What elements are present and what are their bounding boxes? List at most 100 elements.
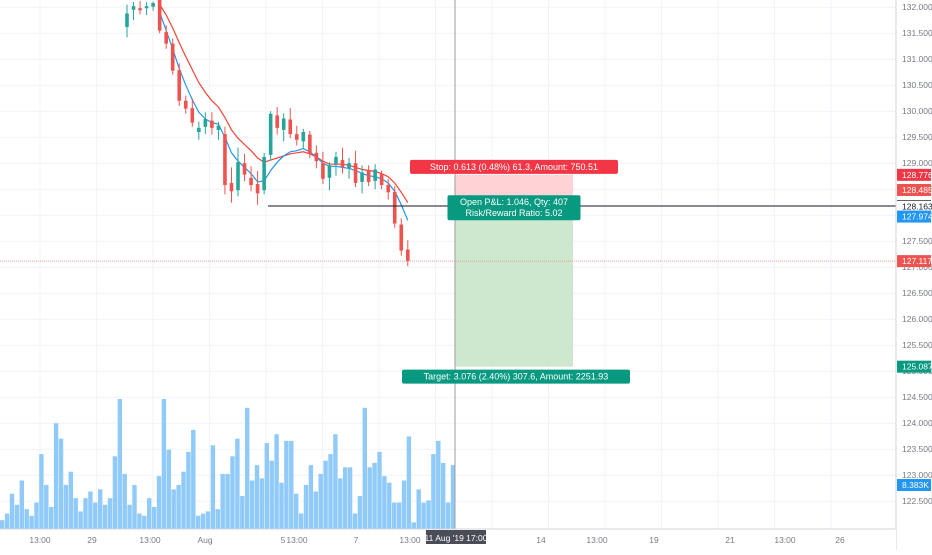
candle[interactable] <box>405 240 410 267</box>
candle[interactable] <box>249 166 253 192</box>
candle[interactable] <box>366 165 371 187</box>
time-tick-label: 29 <box>87 535 97 545</box>
candles[interactable] <box>125 0 410 267</box>
volume-bar <box>220 473 225 529</box>
candle[interactable] <box>301 128 306 149</box>
candle[interactable] <box>151 1 155 11</box>
candle[interactable] <box>223 126 227 195</box>
candle[interactable] <box>197 121 201 140</box>
time-tick-label: 19 <box>649 535 659 545</box>
volume-bar <box>102 504 108 529</box>
candle-body <box>236 162 240 191</box>
candle-body <box>301 132 306 142</box>
price-badge-text: 128.163 <box>902 202 932 212</box>
candle[interactable] <box>144 2 149 15</box>
candle[interactable] <box>177 63 182 106</box>
candle[interactable] <box>157 0 162 34</box>
candle[interactable] <box>203 112 208 135</box>
candle[interactable] <box>125 4 129 38</box>
price-tick-label: 130.500 <box>902 80 932 90</box>
volume-bar <box>210 445 216 529</box>
price-tick-label: 129.000 <box>902 158 932 168</box>
price-badge[interactable]: 127.974 <box>897 210 932 223</box>
candle[interactable] <box>131 2 136 21</box>
candle[interactable] <box>321 151 325 184</box>
candle[interactable] <box>242 153 247 182</box>
candle-body <box>164 32 168 44</box>
volume-bar <box>308 465 314 529</box>
volume-bars <box>0 399 456 529</box>
candle-body <box>340 160 345 168</box>
candle[interactable] <box>340 147 345 174</box>
price-badge[interactable]: 128.776 <box>897 168 932 181</box>
price-badge[interactable]: 125.087 <box>897 360 932 373</box>
candle[interactable] <box>392 186 397 228</box>
candle[interactable] <box>281 113 286 142</box>
candle-body <box>294 134 299 140</box>
volume-bar <box>328 454 333 529</box>
candle[interactable] <box>294 125 299 146</box>
volume-bar <box>269 460 274 529</box>
candle[interactable] <box>236 147 240 197</box>
candle[interactable] <box>314 145 319 169</box>
price-tick-label: 130.000 <box>902 106 932 116</box>
candle-body <box>275 115 279 128</box>
price-tick-label: 127.500 <box>902 236 932 246</box>
volume-bar <box>396 502 402 529</box>
price-axis[interactable]: 132.000 131.500 131.000 130.500 130.000 129.5… <box>895 0 932 550</box>
candle[interactable] <box>373 164 377 190</box>
price-badge-text: 125.087 <box>902 362 932 372</box>
candle[interactable] <box>379 170 384 190</box>
time-tick-label: 13:00 <box>774 535 796 545</box>
volume-bar <box>107 498 113 529</box>
volume-badge-bg <box>897 479 931 491</box>
candle[interactable] <box>288 108 293 139</box>
time-tick-label: 14 <box>536 535 546 545</box>
candle[interactable] <box>275 107 279 135</box>
candle[interactable] <box>386 178 390 200</box>
candle-body <box>321 163 325 179</box>
candle[interactable] <box>360 165 364 194</box>
candle[interactable] <box>262 152 266 195</box>
time-tick-label: 21 <box>725 535 735 545</box>
candle[interactable] <box>399 218 404 256</box>
volume-bar <box>44 484 49 529</box>
candle[interactable] <box>216 121 221 140</box>
candle[interactable] <box>353 150 358 188</box>
price-badge[interactable]: 127.117 <box>897 255 932 268</box>
volume-bar <box>176 484 181 529</box>
candle-body <box>157 0 162 31</box>
candle-body <box>216 125 221 130</box>
stop-label[interactable]: Stop: 0.613 (0.48%) 61.3, Amount: 750.51 <box>410 159 618 174</box>
volume-badge[interactable]: 8.383K <box>897 479 931 491</box>
candle-body <box>170 43 175 71</box>
candle[interactable] <box>347 158 351 179</box>
price-tick-label: 132.000 <box>902 2 932 12</box>
candle[interactable] <box>210 112 214 135</box>
volume-bar <box>78 511 83 529</box>
price-badge-bg <box>897 360 931 373</box>
candle[interactable] <box>334 151 338 176</box>
volume-bar <box>4 513 10 529</box>
time-axis[interactable]: 13:00 29 13:00 Aug 5 13:00 7 13:00 14 13:00 19 21 13… <box>0 528 896 550</box>
candle[interactable] <box>183 95 188 114</box>
candle[interactable] <box>308 130 312 158</box>
candle[interactable] <box>170 38 175 75</box>
candle[interactable] <box>138 0 142 15</box>
price-badge[interactable]: 128.163 <box>897 200 932 213</box>
candle[interactable] <box>229 167 234 203</box>
target-label[interactable]: Target: 3.076 (2.40%) 307.6, Amount: 225… <box>402 369 630 384</box>
candle[interactable] <box>164 25 168 49</box>
price-badge[interactable]: 128.485 <box>897 183 932 196</box>
position-labels[interactable]: Stop: 0.613 (0.48%) 61.3, Amount: 750.51… <box>402 159 630 384</box>
candle[interactable] <box>190 98 195 127</box>
candle[interactable] <box>327 162 332 191</box>
crosshair-time-badge[interactable]: 11 Aug '19 17:00 <box>425 530 488 544</box>
volume-bar <box>362 407 367 529</box>
candle[interactable] <box>268 111 273 161</box>
candle-body <box>242 163 247 175</box>
candle[interactable] <box>255 171 260 205</box>
